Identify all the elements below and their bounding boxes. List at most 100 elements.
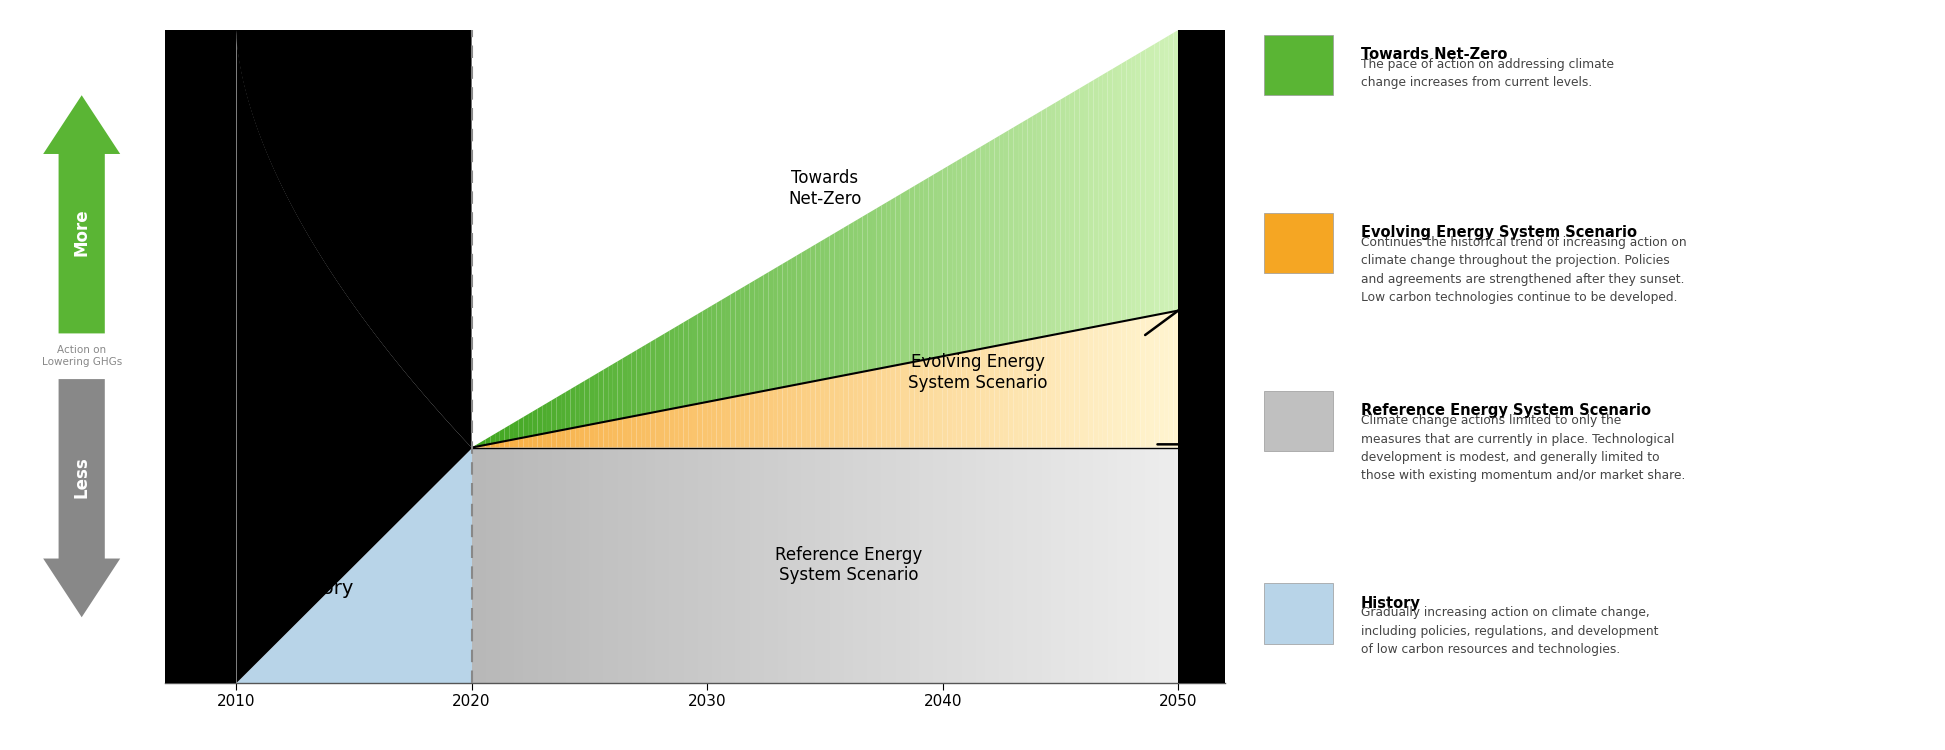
Polygon shape [716,300,722,400]
Polygon shape [712,448,716,682]
Polygon shape [655,448,659,682]
Polygon shape [811,244,815,382]
Polygon shape [552,398,556,432]
Polygon shape [759,275,764,392]
Polygon shape [500,441,504,448]
Polygon shape [613,362,619,420]
Polygon shape [622,356,626,419]
Polygon shape [768,448,772,682]
Polygon shape [887,200,891,368]
Polygon shape [708,401,712,448]
Polygon shape [901,191,904,364]
Polygon shape [741,286,745,395]
Polygon shape [848,448,854,682]
Polygon shape [669,448,675,682]
Polygon shape [772,448,778,682]
Polygon shape [764,390,768,448]
Polygon shape [1173,448,1179,682]
Polygon shape [1070,448,1074,682]
Polygon shape [1009,343,1013,448]
Polygon shape [871,209,877,370]
Polygon shape [825,236,831,379]
Polygon shape [683,448,689,682]
Polygon shape [702,308,708,403]
Polygon shape [961,352,967,448]
Polygon shape [957,158,961,353]
Polygon shape [533,435,537,448]
Polygon shape [665,410,669,448]
Polygon shape [500,428,504,442]
Polygon shape [504,425,510,441]
Text: Reference Energy System Scenario: Reference Energy System Scenario [1362,404,1651,418]
Polygon shape [831,377,834,448]
Polygon shape [1126,448,1132,682]
Polygon shape [1107,323,1113,448]
Polygon shape [858,372,862,448]
Polygon shape [599,422,603,448]
Polygon shape [486,444,490,448]
Polygon shape [650,412,655,448]
Polygon shape [1000,133,1004,345]
Polygon shape [937,448,943,682]
Polygon shape [971,150,976,351]
Polygon shape [1149,448,1155,682]
Polygon shape [741,394,745,448]
Polygon shape [486,448,490,682]
Polygon shape [1165,313,1169,448]
Polygon shape [1004,448,1009,682]
Polygon shape [556,430,560,448]
Polygon shape [1023,340,1027,448]
Polygon shape [947,164,953,356]
Polygon shape [599,370,603,423]
Polygon shape [543,433,547,448]
Polygon shape [924,359,928,448]
Polygon shape [547,448,552,682]
Polygon shape [1146,448,1149,682]
Polygon shape [585,424,589,448]
Polygon shape [928,175,934,359]
Polygon shape [1046,448,1050,682]
Polygon shape [755,278,759,393]
Polygon shape [496,431,500,443]
Polygon shape [1043,336,1046,448]
Polygon shape [632,448,636,682]
Polygon shape [609,364,613,421]
Polygon shape [566,389,570,429]
Polygon shape [1140,448,1146,682]
Polygon shape [1050,334,1056,448]
Polygon shape [805,248,811,382]
Polygon shape [622,418,626,448]
Polygon shape [854,219,858,374]
Polygon shape [547,400,552,433]
Polygon shape [1089,327,1093,448]
Text: Gradually increasing action on climate change,
including policies, regulations, : Gradually increasing action on climate c… [1362,606,1659,656]
Polygon shape [1079,86,1083,330]
Polygon shape [1173,30,1179,311]
Polygon shape [772,267,778,389]
Polygon shape [665,331,669,410]
Polygon shape [920,180,924,361]
Polygon shape [805,448,811,682]
Polygon shape [755,392,759,448]
Polygon shape [480,445,486,448]
Polygon shape [636,448,642,682]
Polygon shape [811,381,815,448]
Polygon shape [1000,344,1004,448]
Polygon shape [778,264,782,388]
Polygon shape [235,30,471,448]
Polygon shape [1037,337,1043,448]
Polygon shape [689,316,692,406]
Polygon shape [797,253,801,385]
Polygon shape [1169,448,1173,682]
Polygon shape [580,448,585,682]
Polygon shape [838,376,844,448]
Polygon shape [626,416,632,448]
Polygon shape [655,336,659,412]
Polygon shape [755,448,759,682]
Polygon shape [533,409,537,436]
Polygon shape [895,364,901,448]
Polygon shape [689,448,692,682]
Polygon shape [1074,448,1079,682]
Polygon shape [165,30,235,682]
Polygon shape [1140,50,1146,318]
